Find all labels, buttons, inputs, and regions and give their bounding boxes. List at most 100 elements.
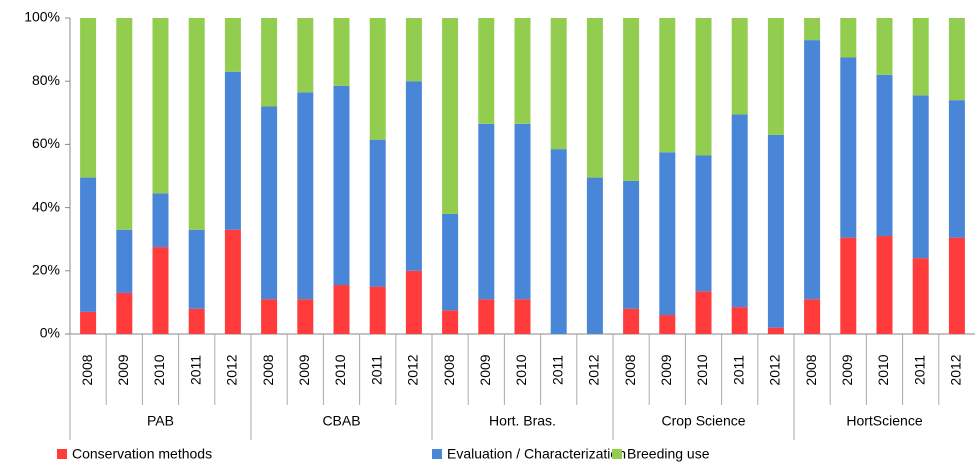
x-tick-label: 2010 — [513, 354, 529, 385]
bar-segment — [188, 308, 205, 334]
bar-segment — [731, 307, 748, 334]
bar-segment — [442, 213, 459, 311]
y-tick-label: 40% — [32, 198, 60, 214]
bar-segment — [261, 299, 278, 334]
bar-segment — [116, 292, 133, 334]
bar-segment — [623, 18, 640, 181]
bar-segment — [659, 18, 676, 153]
x-tick-label: 2011 — [368, 355, 384, 385]
bar-segment — [948, 18, 965, 101]
bar-segment — [369, 286, 386, 334]
bar-segment — [333, 18, 350, 86]
bar-segment — [948, 100, 965, 238]
x-tick-label: 2012 — [948, 354, 964, 385]
bar-segment — [514, 123, 531, 300]
legend-label: Conservation methods — [72, 446, 212, 462]
x-tick-label: 2010 — [694, 354, 710, 385]
bar-segment — [224, 229, 241, 334]
y-tick-label: 80% — [32, 72, 60, 88]
bar-segment — [767, 327, 784, 334]
bar-segment — [442, 18, 459, 214]
bar-segment — [333, 85, 350, 286]
legend-swatch — [57, 449, 67, 459]
bar-segment — [261, 106, 278, 300]
x-tick-label: 2008 — [441, 354, 457, 385]
x-tick-label: 2011 — [911, 355, 927, 385]
x-tick-label: 2009 — [477, 354, 493, 385]
bar-segment — [478, 299, 495, 334]
bar-segment — [731, 114, 748, 308]
x-tick-label: 2012 — [405, 354, 421, 385]
bar-segment — [514, 18, 531, 124]
bar-segment — [695, 291, 712, 334]
bar-segment — [623, 308, 640, 334]
bar-segment — [478, 18, 495, 124]
y-tick-label: 100% — [24, 9, 60, 25]
bar-segment — [152, 18, 169, 194]
bar-segment — [912, 258, 929, 334]
bar-segment — [369, 139, 386, 287]
bar-segment — [659, 315, 676, 334]
bar-segment — [695, 18, 712, 156]
bar-segment — [659, 152, 676, 316]
x-tick-label: 2008 — [79, 354, 95, 385]
y-tick-label: 0% — [40, 325, 60, 341]
x-tick-label: 2009 — [839, 354, 855, 385]
bar-segment — [405, 18, 422, 82]
bar-segment — [948, 237, 965, 334]
x-tick-label: 2009 — [296, 354, 312, 385]
x-tick-label: 2008 — [803, 354, 819, 385]
bar-segment — [804, 18, 821, 41]
group-label: PAB — [147, 413, 174, 429]
bar-segment — [623, 180, 640, 309]
y-tick-label: 60% — [32, 135, 60, 151]
bar-segment — [804, 40, 821, 300]
bar-segment — [478, 123, 495, 300]
bar-segment — [767, 134, 784, 328]
x-tick-label: 2010 — [875, 354, 891, 385]
group-label: CBAB — [322, 413, 360, 429]
bar-segment — [261, 18, 278, 107]
bar-segment — [224, 71, 241, 230]
x-tick-label: 2010 — [151, 354, 167, 385]
y-tick-label: 20% — [32, 262, 60, 278]
bar-segment — [80, 177, 97, 312]
legend-label: Evaluation / Characterization — [447, 446, 626, 462]
bar-segment — [297, 18, 314, 93]
bar-segment — [188, 18, 205, 230]
group-label: Hort. Bras. — [489, 413, 556, 429]
x-tick-label: 2011 — [187, 355, 203, 385]
bar-segment — [80, 18, 97, 178]
group-label: HortScience — [846, 413, 922, 429]
bar-segment — [695, 155, 712, 292]
x-tick-label: 2009 — [658, 354, 674, 385]
legend-label: Breeding use — [627, 446, 710, 462]
bar-segment — [80, 311, 97, 334]
bar-segment — [405, 81, 422, 271]
bar-segment — [912, 18, 929, 96]
bar-segment — [767, 18, 784, 135]
bar-segment — [840, 237, 857, 334]
bar-segment — [840, 57, 857, 238]
bar-segment — [550, 149, 567, 334]
bar-segment — [514, 299, 531, 334]
x-tick-label: 2012 — [224, 354, 240, 385]
x-tick-label: 2012 — [767, 354, 783, 385]
legend-swatch — [432, 449, 442, 459]
bar-segment — [876, 74, 893, 237]
bar-segment — [152, 247, 169, 334]
x-tick-label: 2008 — [260, 354, 276, 385]
bar-segment — [840, 18, 857, 58]
bar-segment — [297, 92, 314, 300]
x-tick-label: 2009 — [115, 354, 131, 385]
group-label: Crop Science — [661, 413, 745, 429]
bar-segment — [876, 18, 893, 75]
x-tick-label: 2011 — [730, 355, 746, 385]
bar-segment — [188, 229, 205, 309]
bar-segment — [876, 236, 893, 334]
x-tick-label: 2008 — [622, 354, 638, 385]
x-tick-label: 2012 — [586, 354, 602, 385]
x-tick-label: 2011 — [549, 355, 565, 385]
bar-segment — [152, 193, 169, 248]
